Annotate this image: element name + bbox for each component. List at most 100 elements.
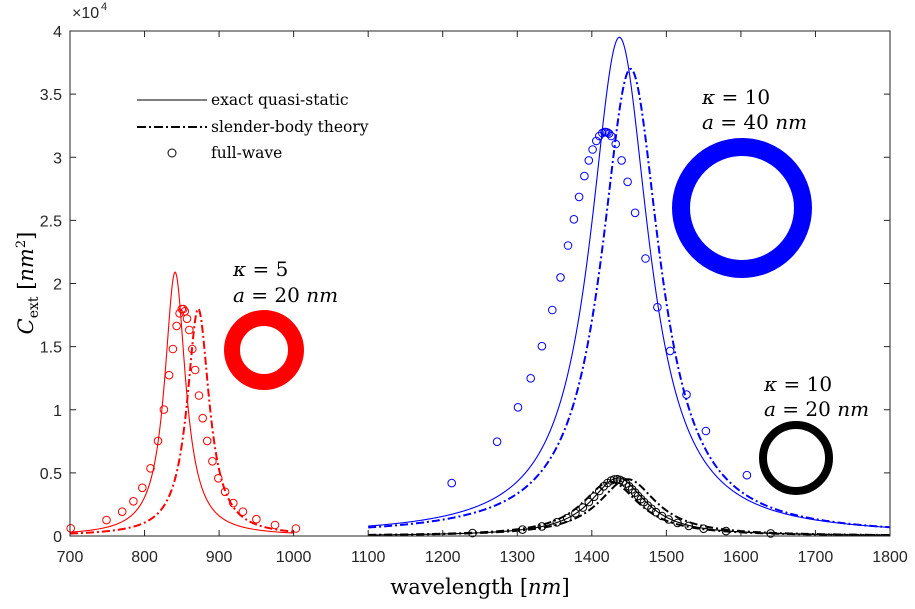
exact-quasi-static-line (69, 271, 294, 534)
fullwave-point (624, 482, 634, 491)
fullwave-point (291, 524, 301, 533)
slender-body-line (368, 480, 890, 537)
y-tick-label: 0 (53, 529, 62, 546)
x-tick-label: 900 (206, 549, 233, 566)
annotation-black: κ = 10 a = 20 nm (763, 372, 869, 421)
y-multiplier-exp: 4 (101, 1, 107, 13)
fullwave-point (653, 302, 662, 312)
fullwave-point (185, 325, 194, 335)
annotation-black-kappa: κ = 10 (763, 372, 832, 396)
fullwave-point (584, 497, 594, 507)
annotation-red-kappa: κ = 5 (232, 257, 288, 281)
exact-quasi-static-line (368, 36, 891, 528)
annotation-red: κ = 5 a = 20 nm (232, 257, 338, 307)
x-tick-label: 1800 (872, 549, 908, 566)
annotation-black-a: a = 20 nm (764, 397, 869, 421)
fullwave-point (556, 273, 565, 282)
fullwave-point (129, 497, 138, 506)
fullwave-point (537, 522, 547, 531)
x-tick-label: 1000 (276, 549, 312, 566)
fullwave-point (526, 374, 536, 383)
fullwave-point (238, 507, 248, 517)
fullwave-point (701, 426, 711, 436)
legend-circle-marker (167, 148, 177, 158)
fullwave-point (537, 341, 547, 351)
fullwave-point (220, 487, 230, 497)
fullwave-point (617, 156, 626, 165)
y-multiplier: ×10 (72, 5, 99, 22)
fullwave-point (606, 131, 616, 141)
fullwave-point (766, 529, 776, 538)
fullwave-point (492, 437, 502, 447)
fullwave-point (665, 346, 675, 356)
x-tick-label: 1400 (574, 549, 610, 566)
fullwave-point (563, 241, 573, 250)
annotation-red-a: a = 20 nm (233, 283, 338, 307)
x-tick-label: 1200 (425, 549, 461, 566)
fullwave-point (571, 508, 580, 518)
fullwave-point (518, 525, 527, 534)
fullwave-point (208, 457, 217, 466)
fullwave-point (609, 475, 619, 484)
fullwave-point (138, 483, 147, 493)
annotation-blue-a: a = 40 nm (702, 110, 807, 134)
fullwave-point (595, 486, 604, 496)
y-tick-label: 4 (53, 24, 62, 41)
y-tick-label: 1.5 (40, 340, 62, 357)
tick-layer: 700 800 900 1000 1100 1200 1300 1400 1500 1600 170… (40, 24, 908, 566)
series-layer (66, 36, 891, 538)
fullwave-point (468, 528, 477, 538)
red-ring-icon (224, 310, 304, 390)
y-tick-label: 2 (53, 277, 62, 294)
fullwave-point (699, 524, 708, 534)
fullwave-point (721, 526, 731, 536)
fullwave-point (657, 511, 667, 521)
fullwave-point (592, 136, 601, 146)
fullwave-point (117, 507, 127, 517)
fullwave-point (562, 513, 572, 523)
fullwave-point (684, 521, 694, 531)
fullwave-point (172, 321, 181, 331)
fullwave-point (548, 305, 557, 315)
fullwave-point (742, 470, 752, 480)
x-tick-label: 700 (57, 549, 84, 566)
fullwave-point (611, 139, 621, 149)
x-tick-label: 1700 (798, 549, 834, 566)
fullwave-point (589, 492, 599, 502)
fullwave-point (270, 520, 280, 530)
fullwave-point (651, 507, 661, 517)
fullwave-point (621, 479, 631, 488)
fullwave-point (584, 156, 594, 165)
x-tick-label: 800 (131, 549, 158, 566)
legend-label-slender: slender-body theory (211, 118, 369, 136)
fullwave-point (229, 498, 238, 508)
fullwave-point (66, 524, 75, 533)
legend: exact quasi-static slender-body theory f… (137, 91, 369, 162)
fullwave-point (198, 413, 207, 423)
fullwave-point (578, 503, 588, 512)
fullwave-point (164, 370, 174, 380)
fullwave-point (252, 514, 261, 524)
fullwave-point (188, 344, 197, 354)
fullwave-point (569, 215, 579, 224)
x-tick-label: 1100 (351, 549, 386, 566)
y-tick-label: 0.5 (40, 466, 62, 483)
fullwave-point (673, 518, 682, 528)
y-tick-label: 1 (53, 403, 62, 420)
slender-body-line (368, 67, 891, 529)
fullwave-point (641, 254, 650, 263)
y-tick-label: 3 (53, 150, 62, 167)
x-tick-label: 1600 (723, 549, 759, 566)
fullwave-point (202, 436, 212, 446)
fullwave-point (190, 365, 200, 375)
fullwave-point (604, 129, 614, 138)
fullwave-point (102, 515, 111, 525)
fullwave-point (618, 477, 628, 486)
fullwave-point (636, 494, 646, 504)
fullwave-point (574, 192, 584, 202)
svg-text:Cext [nm2]: Cext [nm2] (14, 232, 42, 335)
fullwave-point (682, 390, 691, 399)
x-axis-label: wavelength [nm] (390, 575, 569, 599)
annotation-blue: κ = 10 a = 40 nm (701, 85, 807, 134)
